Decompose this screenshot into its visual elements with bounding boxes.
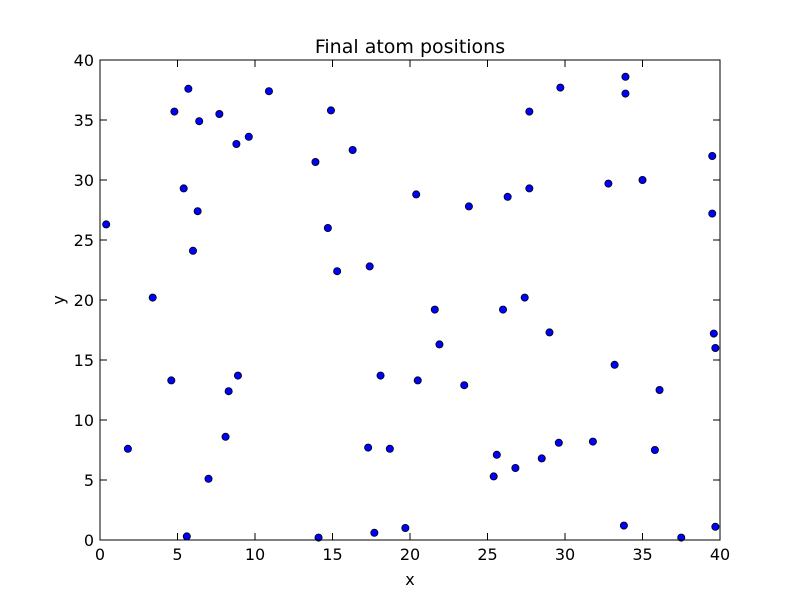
data-point	[244, 132, 253, 141]
data-point	[333, 267, 342, 276]
x-tick-label: 25	[477, 545, 497, 564]
x-tick-label: 5	[172, 545, 182, 564]
data-point	[221, 432, 230, 441]
data-point	[709, 329, 718, 338]
data-point	[182, 532, 191, 541]
axis-ticks: 0 5 10 15 20 25 30 35 40 0 5 10 15 20 25 30 35 40	[74, 51, 731, 564]
y-tick-label: 20	[74, 291, 94, 310]
data-point	[376, 371, 385, 380]
data-point	[314, 533, 323, 542]
data-point	[621, 72, 630, 81]
y-tick-label: 10	[74, 411, 94, 430]
x-tick-label: 15	[322, 545, 342, 564]
data-point	[430, 305, 439, 314]
data-point	[364, 443, 373, 452]
data-point	[503, 192, 512, 201]
data-point	[677, 533, 686, 542]
data-point	[401, 524, 410, 533]
data-point	[323, 223, 332, 232]
data-point	[413, 376, 422, 385]
data-point	[610, 360, 619, 369]
x-axis-label: x	[405, 570, 414, 589]
data-point	[489, 472, 498, 481]
data-point	[619, 521, 628, 530]
data-point	[233, 371, 242, 380]
y-tick-label: 5	[84, 471, 94, 490]
data-point	[711, 522, 720, 531]
data-point	[179, 184, 188, 193]
data-point	[650, 445, 659, 454]
x-tick-label: 40	[710, 545, 730, 564]
data-point	[232, 139, 241, 148]
data-point	[204, 474, 213, 483]
data-point	[195, 117, 204, 126]
data-point	[604, 179, 613, 188]
data-point	[412, 190, 421, 199]
data-point	[621, 89, 630, 98]
y-tick-label: 25	[74, 231, 94, 250]
data-point	[188, 246, 197, 255]
chart-title: Final atom positions	[315, 36, 505, 58]
data-point	[102, 220, 111, 229]
data-point	[167, 376, 176, 385]
x-tick-label: 10	[245, 545, 265, 564]
data-point	[193, 207, 202, 216]
data-point	[365, 262, 374, 271]
data-point	[184, 84, 193, 93]
data-point	[708, 209, 717, 218]
data-point	[326, 106, 335, 115]
data-point	[511, 463, 520, 472]
data-point	[638, 175, 647, 184]
data-point	[711, 343, 720, 352]
y-tick-label: 30	[74, 171, 94, 190]
x-tick-label: 0	[95, 545, 105, 564]
data-point	[525, 107, 534, 116]
data-point	[348, 145, 357, 154]
data-point	[215, 110, 224, 119]
data-point	[148, 293, 157, 302]
data-point	[435, 340, 444, 349]
x-tick-label: 20	[400, 545, 420, 564]
data-point	[520, 293, 529, 302]
y-tick-label: 40	[74, 51, 94, 70]
data-point	[556, 83, 565, 92]
data-point	[537, 454, 546, 463]
data-point	[170, 107, 179, 116]
data-point	[554, 438, 563, 447]
y-axis-label: y	[49, 295, 68, 304]
data-point	[655, 385, 664, 394]
y-tick-label: 15	[74, 351, 94, 370]
data-point	[224, 387, 233, 396]
data-point	[370, 528, 379, 537]
data-point	[311, 157, 320, 166]
data-points	[102, 72, 720, 542]
data-point	[525, 184, 534, 193]
data-point	[708, 151, 717, 160]
data-point	[460, 381, 469, 390]
data-point	[123, 444, 132, 453]
data-point	[588, 437, 597, 446]
plot-frame	[99, 59, 721, 541]
data-point	[464, 202, 473, 211]
x-tick-label: 35	[632, 545, 652, 564]
x-tick-label: 30	[555, 545, 575, 564]
data-point	[545, 328, 554, 337]
data-point	[498, 305, 507, 314]
y-tick-label: 35	[74, 111, 94, 130]
data-point	[492, 450, 501, 459]
data-point	[385, 444, 394, 453]
y-tick-label: 0	[84, 531, 94, 550]
data-point	[264, 87, 273, 96]
